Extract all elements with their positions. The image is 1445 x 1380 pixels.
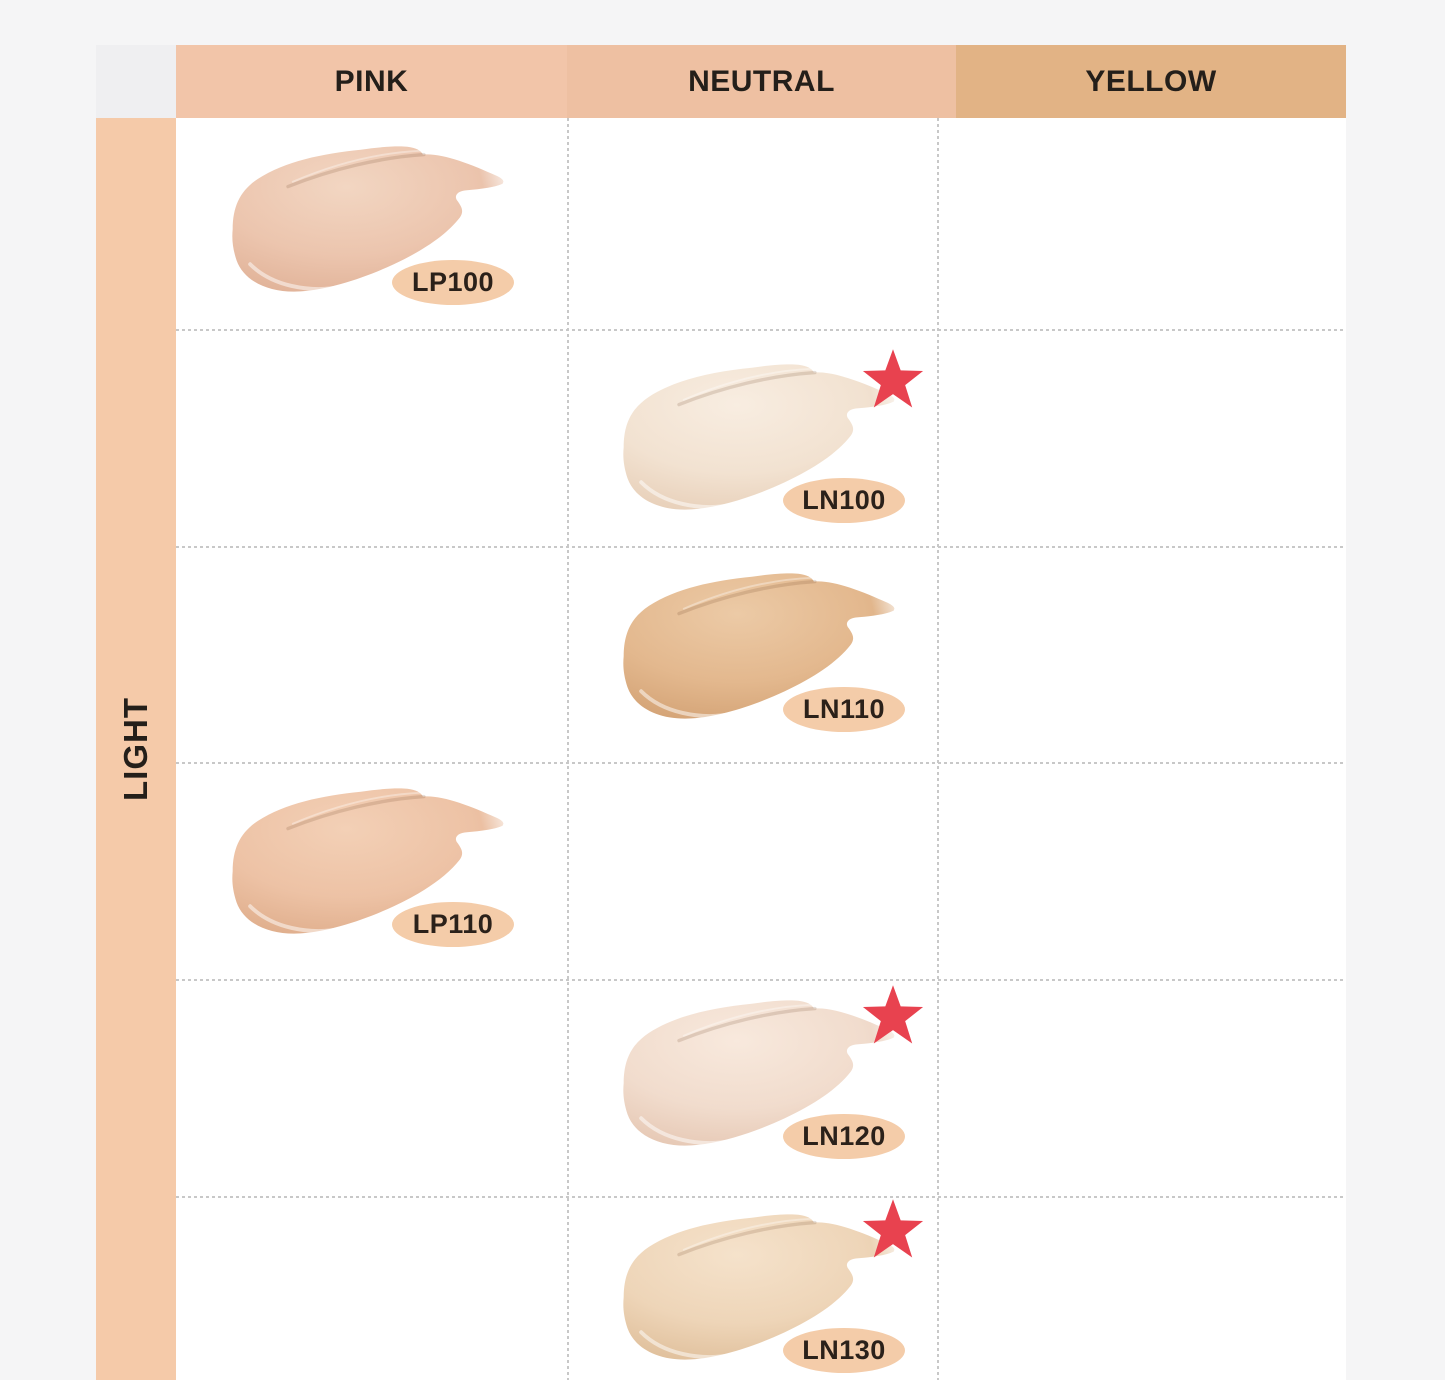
header-row: PINK NEUTRAL YELLOW bbox=[176, 45, 1346, 118]
grid-line-horizontal bbox=[176, 1196, 1346, 1198]
shade-label-oval: LN110 bbox=[783, 687, 905, 732]
swatch-smear-ln120 bbox=[623, 1000, 895, 1146]
shade-code: LN100 bbox=[802, 485, 886, 515]
shade-cell-ln130: LN130 bbox=[567, 1197, 937, 1380]
shade-cell-ln120: LN120 bbox=[567, 980, 937, 1197]
column-header-yellow: YELLOW bbox=[956, 45, 1346, 118]
row-group-label: LIGHT bbox=[117, 697, 155, 801]
shade-label-oval: LN120 bbox=[783, 1114, 905, 1159]
shade-row-ln120: LN120 bbox=[176, 980, 1346, 1197]
swatch-smear-lp110 bbox=[232, 788, 504, 934]
grid-line-horizontal bbox=[176, 979, 1346, 981]
row-group-strip: LIGHT bbox=[96, 118, 176, 1380]
shade-row-ln110: LN110 bbox=[176, 547, 1346, 763]
star-icon bbox=[862, 985, 924, 1044]
swatch-smear-ln110 bbox=[623, 573, 895, 719]
shade-code: LP110 bbox=[412, 909, 494, 939]
shade-label-oval: LP110 bbox=[392, 902, 514, 947]
shade-cell-ln100: LN100 bbox=[567, 330, 937, 547]
star-icon bbox=[862, 349, 924, 408]
shade-cell-ln110: LN110 bbox=[567, 547, 937, 763]
shade-label-oval: LN130 bbox=[783, 1328, 905, 1373]
swatch-smear-ln130 bbox=[623, 1214, 895, 1360]
shade-code: LN120 bbox=[802, 1121, 886, 1151]
swatch-smear-ln100 bbox=[623, 364, 895, 510]
shade-cell-lp110: LP110 bbox=[176, 763, 567, 980]
shade-cell-lp100: LP100 bbox=[176, 118, 567, 330]
shade-row-ln130: LN130 bbox=[176, 1197, 1346, 1380]
shade-label-oval: LP100 bbox=[392, 260, 514, 305]
star-icon bbox=[862, 1199, 924, 1258]
shade-row-ln100: LN100 bbox=[176, 330, 1346, 547]
shade-code: LN110 bbox=[802, 694, 886, 724]
grid-line-vertical bbox=[937, 118, 939, 1380]
shade-label-oval: LN100 bbox=[783, 478, 905, 523]
grid-line-horizontal bbox=[176, 546, 1346, 548]
shade-row-lp110: LP110 bbox=[176, 763, 1346, 980]
shade-code: LN130 bbox=[802, 1335, 886, 1365]
grid-line-horizontal bbox=[176, 329, 1346, 331]
grid-line-vertical bbox=[567, 118, 569, 1380]
corner-cell bbox=[96, 45, 176, 118]
column-header-pink: PINK bbox=[176, 45, 567, 118]
shade-grid-body: LP100 LN100 LN110 LP110 LN120 LN130 bbox=[176, 118, 1346, 1380]
swatch-smear-lp100 bbox=[232, 146, 504, 292]
grid-line-horizontal bbox=[176, 762, 1346, 764]
column-header-neutral: NEUTRAL bbox=[567, 45, 956, 118]
shade-code: LP100 bbox=[411, 267, 495, 297]
shade-row-lp100: LP100 bbox=[176, 118, 1346, 330]
